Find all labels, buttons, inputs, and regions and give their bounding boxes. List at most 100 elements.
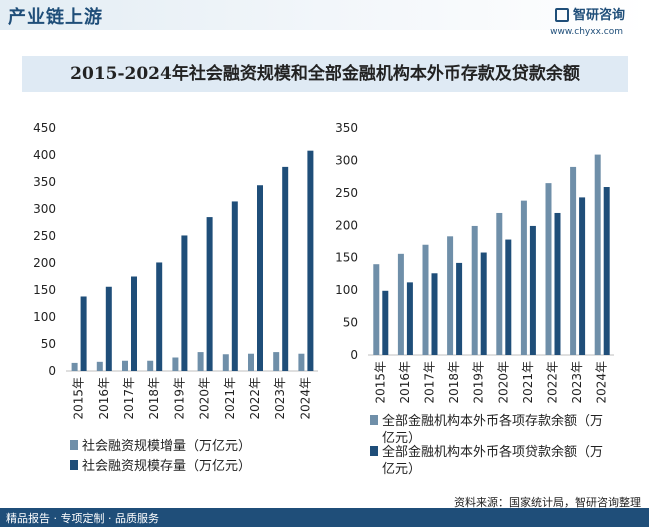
bar bbox=[456, 262, 463, 355]
x-tick-label: 2023年 bbox=[570, 361, 584, 404]
bar bbox=[447, 236, 454, 355]
bar bbox=[147, 360, 154, 371]
bar bbox=[80, 296, 87, 371]
y-tick-label: 400 bbox=[33, 148, 56, 162]
bar bbox=[222, 354, 229, 371]
y-tick-label: 300 bbox=[335, 153, 358, 167]
bar bbox=[131, 276, 137, 371]
footer-services: 精品报告 · 专项定制 · 品质服务 bbox=[6, 512, 159, 525]
logo-text: 智研咨询 bbox=[572, 8, 625, 23]
legend-swatch bbox=[370, 415, 378, 425]
brand-logo: 智研咨询 bbox=[554, 4, 625, 23]
bar bbox=[307, 150, 314, 371]
x-tick-label: 2019年 bbox=[472, 361, 486, 404]
x-tick-label: 2021年 bbox=[521, 361, 535, 404]
bar bbox=[197, 352, 204, 371]
x-tick-label: 2017年 bbox=[122, 377, 136, 420]
x-tick-label: 2016年 bbox=[398, 361, 412, 404]
x-tick-label: 2020年 bbox=[198, 377, 212, 420]
x-tick-label: 2020年 bbox=[496, 361, 510, 404]
x-tick-label: 2018年 bbox=[147, 377, 161, 420]
bar bbox=[172, 357, 179, 371]
y-tick-label: 350 bbox=[33, 175, 56, 189]
footer-bar: 精品报告 · 专项定制 · 品质服务 bbox=[0, 508, 649, 527]
x-tick-label: 2018年 bbox=[447, 361, 461, 404]
bar bbox=[71, 362, 78, 371]
chart-title-box: 2015-2024年社会融资规模和全部金融机构本外币存款及贷款余额 bbox=[22, 56, 628, 92]
x-tick-label: 2019年 bbox=[172, 377, 186, 420]
x-tick-label: 2015年 bbox=[373, 361, 387, 404]
bar bbox=[373, 264, 380, 355]
y-tick-label: 200 bbox=[33, 256, 56, 270]
bar bbox=[422, 244, 429, 355]
bar bbox=[529, 225, 536, 355]
legend-swatch bbox=[70, 440, 78, 450]
y-tick-label: 450 bbox=[33, 121, 56, 135]
source-note: 资料来源：国家统计局，智研咨询整理 bbox=[454, 496, 641, 509]
y-tick-label: 100 bbox=[33, 310, 56, 324]
y-tick-label: 150 bbox=[33, 283, 56, 297]
bar bbox=[105, 286, 112, 371]
chart-title: 2015-2024年社会融资规模和全部金融机构本外币存款及贷款余额 bbox=[70, 64, 580, 84]
y-tick-label: 50 bbox=[343, 316, 358, 330]
bar bbox=[282, 166, 289, 371]
legend-label: 全部金融机构本外币各项存款余额（万 bbox=[382, 413, 603, 429]
bar bbox=[406, 282, 413, 355]
bar bbox=[505, 239, 512, 355]
y-tick-label: 250 bbox=[33, 229, 56, 243]
legend-label: 社会融资规模增量（万亿元） bbox=[82, 438, 251, 454]
legend-label: 亿元） bbox=[382, 431, 421, 446]
bar bbox=[594, 154, 601, 355]
bar bbox=[298, 353, 305, 371]
x-tick-label: 2015年 bbox=[72, 377, 86, 420]
x-tick-label: 2021年 bbox=[223, 377, 237, 420]
y-tick-label: 350 bbox=[335, 121, 358, 135]
y-tick-label: 100 bbox=[335, 283, 358, 297]
bar bbox=[496, 212, 503, 355]
y-tick-label: 300 bbox=[33, 202, 56, 216]
bar bbox=[545, 183, 552, 355]
bar bbox=[156, 262, 163, 371]
x-tick-label: 2016年 bbox=[97, 377, 111, 420]
bar bbox=[273, 352, 280, 371]
bar bbox=[206, 217, 213, 371]
x-tick-label: 2024年 bbox=[595, 361, 609, 404]
bar bbox=[397, 253, 404, 355]
x-tick-label: 2022年 bbox=[248, 377, 262, 420]
legend-label: 全部金融机构本外币各项贷款余额（万 bbox=[382, 444, 603, 460]
bar bbox=[603, 187, 610, 355]
bar bbox=[122, 360, 128, 371]
x-tick-label: 2023年 bbox=[273, 377, 287, 420]
bar bbox=[181, 235, 188, 371]
bar bbox=[257, 185, 263, 371]
bar bbox=[579, 197, 586, 355]
bar bbox=[231, 201, 238, 371]
bar bbox=[96, 361, 103, 371]
bar bbox=[480, 252, 487, 355]
legend-swatch bbox=[70, 460, 78, 470]
bar bbox=[248, 353, 254, 371]
logo-icon bbox=[554, 8, 569, 22]
legend-swatch bbox=[370, 446, 378, 456]
y-tick-label: 200 bbox=[335, 218, 358, 232]
legend-label: 亿元） bbox=[382, 462, 421, 477]
legend-label: 社会融资规模存量（万亿元） bbox=[82, 458, 251, 474]
bar bbox=[382, 290, 389, 355]
y-tick-label: 0 bbox=[48, 364, 56, 378]
bar bbox=[520, 200, 527, 355]
y-tick-label: 150 bbox=[335, 251, 358, 265]
header-title: 产业链上游 bbox=[8, 7, 103, 28]
y-tick-label: 250 bbox=[335, 186, 358, 200]
bar bbox=[554, 212, 561, 355]
bar bbox=[471, 225, 478, 355]
x-tick-label: 2024年 bbox=[298, 377, 312, 420]
y-tick-label: 0 bbox=[350, 348, 358, 362]
x-tick-label: 2022年 bbox=[546, 361, 560, 404]
x-tick-label: 2017年 bbox=[423, 361, 437, 404]
bar bbox=[570, 166, 577, 355]
header-bar: 产业链上游 智研咨询 www.chyxx.com bbox=[0, 0, 649, 37]
y-tick-label: 50 bbox=[41, 337, 56, 351]
site-url: www.chyxx.com bbox=[550, 27, 623, 37]
bar bbox=[431, 273, 438, 355]
